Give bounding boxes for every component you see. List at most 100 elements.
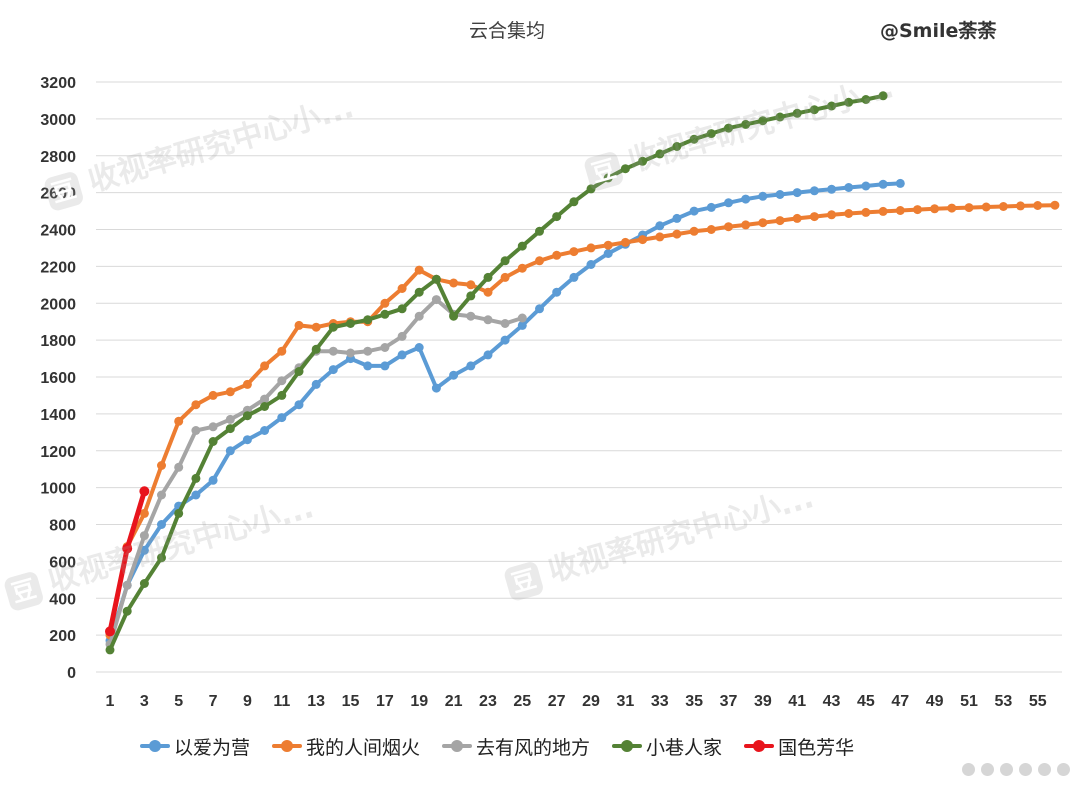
x-tick-label: 45	[857, 693, 875, 710]
data-point	[260, 361, 270, 371]
x-tick-label: 39	[754, 693, 772, 710]
data-point	[827, 184, 837, 194]
data-point	[277, 376, 287, 386]
data-point	[294, 367, 304, 376]
x-tick-label: 27	[548, 693, 566, 710]
data-point	[277, 413, 287, 423]
data-point	[346, 319, 355, 328]
series-line	[108, 181, 903, 643]
data-point	[380, 309, 390, 319]
data-point	[397, 350, 407, 360]
data-point	[105, 645, 115, 655]
data-point	[431, 383, 441, 393]
data-point	[827, 101, 837, 111]
data-point	[1050, 200, 1060, 210]
y-tick-label: 600	[49, 554, 76, 571]
pager-dot[interactable]	[1000, 763, 1013, 776]
pager-dot[interactable]	[1057, 763, 1070, 776]
data-point	[174, 462, 184, 472]
x-tick-label: 35	[685, 693, 703, 710]
chart-author: @Smile荼荼	[880, 20, 997, 42]
data-point	[672, 229, 682, 239]
data-point	[689, 134, 699, 144]
data-point	[689, 226, 699, 236]
y-tick-label: 1200	[40, 444, 76, 461]
data-point	[1016, 201, 1025, 211]
data-point	[981, 202, 991, 212]
legend-label: 我的人间烟火	[306, 736, 421, 759]
data-point	[225, 446, 235, 456]
data-point	[139, 579, 149, 588]
pager-dot[interactable]	[962, 763, 975, 776]
data-point	[157, 461, 166, 470]
data-point	[277, 346, 287, 356]
data-point	[672, 213, 682, 223]
data-point	[380, 361, 390, 371]
data-point	[260, 402, 270, 411]
data-point	[466, 280, 476, 290]
data-point	[260, 426, 270, 435]
data-point	[139, 508, 149, 518]
legend-swatch	[744, 740, 775, 752]
data-point	[809, 212, 819, 222]
data-point	[517, 313, 527, 323]
data-point	[208, 475, 218, 485]
data-point	[449, 311, 459, 321]
chart-title: 云合集均	[468, 20, 545, 42]
y-tick-label: 2600	[40, 186, 76, 203]
data-point	[672, 142, 682, 151]
data-point	[208, 422, 218, 432]
data-point	[792, 213, 802, 223]
data-point	[174, 416, 184, 426]
data-point	[294, 320, 304, 330]
data-point	[792, 188, 802, 198]
legend-item: 小巷人家	[612, 733, 722, 760]
x-tick-label: 51	[960, 693, 978, 710]
x-tick-label: 17	[376, 693, 394, 710]
legend-swatch	[140, 740, 170, 752]
data-point	[414, 265, 424, 275]
legend-label: 以爱为营	[174, 736, 251, 759]
data-point	[930, 204, 940, 214]
data-point	[260, 394, 270, 404]
pager-dot[interactable]	[1038, 763, 1051, 776]
data-point	[706, 129, 716, 139]
data-point	[964, 203, 974, 213]
data-point	[741, 194, 751, 204]
legend-swatch	[612, 740, 643, 752]
data-point	[844, 183, 854, 192]
data-point	[431, 274, 441, 284]
data-point	[878, 179, 888, 189]
data-point	[174, 508, 184, 518]
data-point	[655, 232, 665, 242]
data-point	[724, 123, 733, 133]
data-point	[998, 202, 1008, 211]
data-point	[397, 284, 407, 293]
legend-swatch	[272, 740, 303, 752]
data-point	[603, 249, 613, 258]
y-tick-label: 200	[49, 628, 76, 645]
data-point	[157, 553, 166, 563]
y-tick-label: 1800	[40, 333, 76, 350]
data-point	[466, 291, 476, 301]
pager-dot[interactable]	[981, 763, 994, 776]
data-point	[809, 186, 819, 196]
y-tick-label: 2200	[40, 259, 76, 276]
pager-dot[interactable]	[1019, 763, 1032, 776]
data-point	[363, 361, 373, 371]
data-point	[724, 222, 733, 232]
y-tick-label: 3000	[40, 112, 76, 129]
x-tick-label: 13	[307, 693, 325, 710]
data-point	[346, 348, 355, 358]
data-point	[775, 216, 785, 226]
data-point	[449, 278, 459, 288]
data-point	[586, 184, 596, 194]
data-point	[517, 241, 527, 251]
data-point	[878, 206, 888, 216]
data-point	[449, 370, 459, 380]
data-point	[191, 400, 201, 410]
data-point	[500, 335, 510, 345]
legend-item: 以爱为营	[140, 733, 250, 760]
x-tick-label: 43	[823, 693, 841, 710]
